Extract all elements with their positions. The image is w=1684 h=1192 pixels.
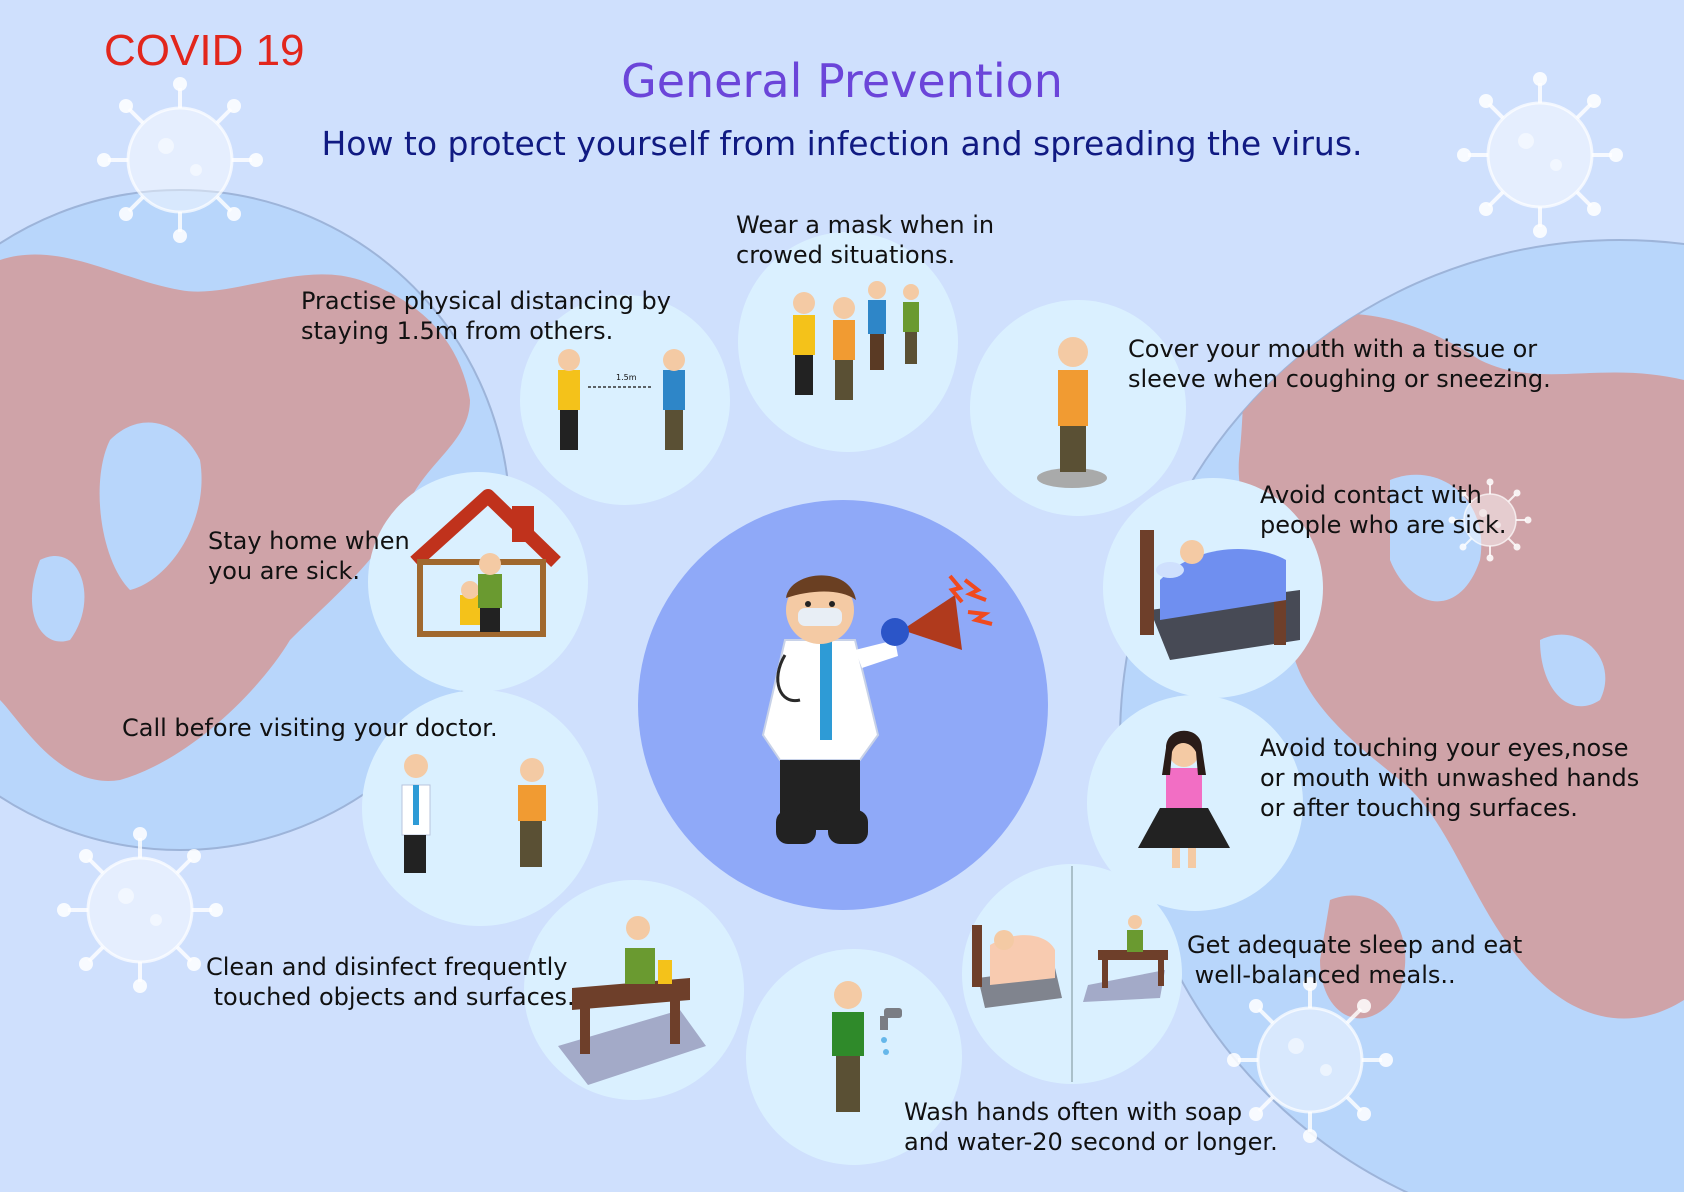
crowd-figures — [793, 281, 919, 400]
sleep-and-meal — [972, 866, 1168, 1082]
page-subtitle: How to protect yourself from infection a… — [321, 124, 1363, 163]
washing-figure — [832, 981, 864, 1112]
table-icon — [558, 916, 706, 1085]
page-title: General Prevention — [621, 54, 1063, 108]
globe-icon — [0, 189, 511, 851]
touching-face-figure — [1138, 730, 1230, 868]
tip-mask: Wear a mask when in crowed situations. — [736, 211, 995, 269]
doctor-and-patient — [401, 754, 546, 873]
coughing-figure — [1037, 337, 1107, 488]
tip-distancing: Practise physical distancing by staying … — [301, 287, 671, 345]
faucet-icon — [880, 1008, 902, 1055]
virus-icon — [55, 825, 225, 995]
tip-circle-distancing — [520, 295, 730, 505]
tip-sleep-eat: Get adequate sleep and eat well-balanced… — [1187, 931, 1523, 989]
globe-icon — [1119, 239, 1684, 1192]
tip-clean: Clean and disinfect frequently touched o… — [206, 953, 575, 1011]
tip-wash-hands: Wash hands often with soap and water-20 … — [904, 1098, 1278, 1156]
distancing-figures — [558, 349, 685, 450]
tip-avoid-sick: Avoid contact with people who are sick. — [1260, 481, 1507, 539]
house-icon — [410, 489, 561, 637]
megaphone-icon — [881, 574, 993, 650]
bed-icon — [1140, 530, 1300, 660]
doctor-figure — [761, 575, 898, 844]
covid-badge: COVID 19 — [104, 26, 305, 75]
tip-cover: Cover your mouth with a tissue or sleeve… — [1128, 335, 1551, 393]
distance-marker: 1.5m — [616, 373, 637, 382]
tip-no-touch: Avoid touching your eyes,nose or mouth w… — [1260, 734, 1640, 822]
tip-stay-home: Stay home when you are sick. — [208, 527, 410, 585]
tip-call-doctor: Call before visiting your doctor. — [122, 714, 498, 742]
